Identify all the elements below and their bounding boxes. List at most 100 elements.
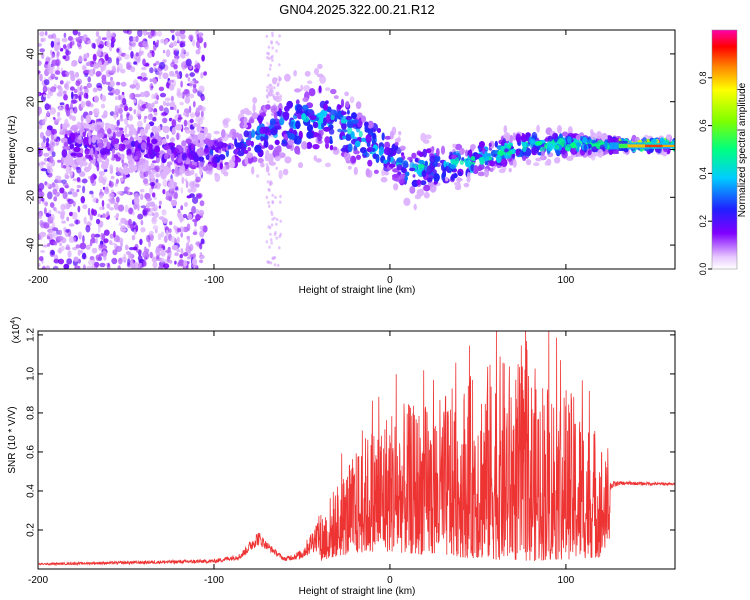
spectrogram-cell (453, 172, 458, 179)
spectrogram-cell (169, 106, 175, 110)
spectrogram-cell (223, 171, 229, 177)
spectrogram-cell (130, 66, 136, 73)
spectrogram-cell (45, 129, 52, 137)
spectrogram-cell (129, 84, 136, 89)
spectrogram-cell (200, 110, 204, 118)
spectrogram-cell (399, 174, 405, 180)
spectrogram-cell (79, 242, 87, 250)
spectrogram-cell (54, 76, 59, 81)
spectrogram-cell (171, 34, 175, 41)
spectrogram-cell (165, 166, 170, 176)
spectrogram-cell (351, 112, 357, 119)
spectrogram-cell (270, 241, 274, 245)
spectrogram-cell (156, 30, 162, 37)
spectrogram-cell (154, 100, 159, 105)
spectrogram-cell (54, 44, 59, 52)
spectrogram-cell (141, 135, 148, 141)
spectrogram-cell (64, 83, 68, 89)
spectrogram-cell (279, 219, 283, 223)
spectrogram-cell (70, 124, 79, 131)
spectrogram-cell (153, 147, 160, 153)
spectrogram-cell (347, 165, 352, 170)
snr-marks (38, 331, 675, 567)
spectrogram-cell (211, 145, 216, 151)
spectrogram-cell (575, 134, 581, 141)
spectrogram-cell (366, 147, 373, 153)
snr-line (38, 331, 675, 567)
spectrogram-cell (38, 256, 44, 262)
spectrogram-cell (318, 116, 325, 124)
spectrogram-cell (158, 205, 162, 209)
spectrogram-cell (68, 159, 75, 166)
spectrogram-cell (482, 147, 485, 155)
spectrogram-cell (87, 40, 92, 45)
spectrogram-cell (95, 237, 98, 244)
spectrogram-cell (186, 235, 190, 240)
spectrogram-cell (233, 148, 239, 155)
spectrogram-cell (53, 196, 58, 202)
spectrogram-cell (325, 142, 329, 149)
spectrogram-cell (272, 77, 278, 85)
spectrogram-cell (106, 141, 111, 150)
spectrogram-cell (153, 63, 157, 67)
snr-y-scale-exp: 4 (10, 320, 17, 324)
spectrogram-cell (100, 232, 104, 241)
spectrogram-cell (248, 118, 255, 124)
spectrogram-cell (199, 252, 203, 257)
spectrogram-cell (54, 37, 61, 44)
spectrogram-cell (62, 191, 68, 200)
spectrogram-cell (42, 244, 48, 248)
spectrogram-cell (76, 184, 82, 189)
spectrogram-cell (42, 37, 46, 42)
spectrogram-cell (128, 218, 132, 227)
spectrogram-cell (433, 181, 437, 185)
spectrogram-cell (389, 130, 394, 140)
spectrogram-cell (554, 144, 560, 150)
spectrogram-cell (312, 121, 319, 129)
spectrogram-cell (117, 107, 123, 114)
spectrogram-cell (149, 83, 154, 91)
spectrogram-cell (269, 183, 272, 187)
spectrogram-cell (63, 226, 66, 232)
spectrogram-cell (148, 147, 153, 156)
spectrogram-cell (177, 36, 180, 43)
spectrogram-cell (477, 171, 485, 177)
spectrogram-cell (130, 140, 136, 147)
spectrogram-cell (175, 124, 183, 131)
spectrogram-cell (99, 262, 106, 268)
spectrogram-cell (340, 111, 347, 115)
spectrogram-cell (434, 155, 441, 163)
spectrogram-cell (133, 196, 140, 205)
spectrogram-cell (66, 216, 70, 222)
spectrogram-cell (59, 102, 65, 106)
spectrogram-cell (651, 138, 656, 144)
spectrogram-cell (156, 39, 160, 45)
spectrogram-cell (118, 257, 123, 265)
spectrogram-cell (500, 158, 506, 164)
spectrogram-cell (268, 144, 274, 151)
spectrogram-cell (63, 263, 70, 269)
spectrogram-cell (76, 177, 81, 182)
spectrogram-cell (364, 128, 370, 133)
spectrogram-cell (330, 109, 338, 116)
spectrogram-cell (159, 165, 165, 169)
spectrogram-cell (496, 154, 502, 164)
spectrogram-cell (92, 87, 98, 93)
spectrogram-cell (97, 157, 103, 163)
spectrogram-cell (142, 162, 149, 169)
spectrogram-cell (176, 227, 182, 233)
spectrogram-x-tick-label: 0 (387, 275, 393, 286)
spectrogram-cell (328, 128, 335, 135)
spectrogram-cell (173, 63, 178, 70)
spectrogram-cell (489, 160, 495, 167)
spectrogram-cell (349, 96, 355, 104)
spectrogram-cell (271, 54, 274, 59)
spectrogram-cell (139, 193, 144, 201)
spectrogram-cell (85, 244, 91, 250)
spectrogram-cell (173, 191, 178, 200)
spectrogram-cell (84, 128, 90, 132)
spectrogram-cell (85, 114, 92, 124)
spectrogram-cell (101, 200, 105, 207)
spectrogram-cell (98, 253, 104, 257)
spectrogram-cell (39, 131, 45, 139)
